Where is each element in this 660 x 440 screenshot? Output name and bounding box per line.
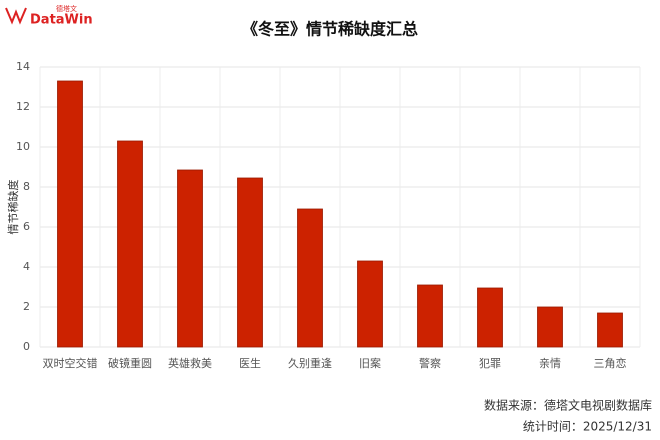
bar bbox=[417, 284, 443, 348]
y-tick-label: 10 bbox=[16, 140, 30, 153]
y-tick-label: 14 bbox=[16, 60, 30, 73]
x-tick-label: 双时空交错 bbox=[43, 356, 98, 370]
x-tick-label: 亲情 bbox=[539, 356, 561, 370]
x-tick-label: 三角恋 bbox=[594, 356, 627, 370]
source-note: 数据来源：德塔文电视剧数据库 bbox=[484, 398, 652, 413]
x-tick-label: 医生 bbox=[239, 356, 261, 370]
chart-title: 《冬至》情节稀缺度汇总 bbox=[242, 20, 418, 39]
y-tick-label: 0 bbox=[23, 340, 30, 353]
y-tick-label: 12 bbox=[16, 100, 30, 113]
bar bbox=[57, 80, 83, 348]
bar bbox=[117, 140, 143, 348]
y-tick-label: 8 bbox=[23, 180, 30, 193]
logo-mark bbox=[5, 7, 27, 25]
logo-cn: 德塔文 bbox=[56, 4, 77, 13]
bar bbox=[237, 177, 263, 348]
x-tick-label: 破镜重圆 bbox=[108, 356, 152, 370]
y-tick-label: 4 bbox=[23, 260, 30, 273]
bar bbox=[357, 260, 383, 348]
x-tick-label: 英雄救美 bbox=[168, 356, 212, 370]
bar bbox=[597, 312, 623, 348]
bar bbox=[477, 287, 503, 348]
x-tick-label: 久别重逢 bbox=[288, 356, 332, 370]
bar bbox=[297, 208, 323, 348]
x-tick-label: 犯罪 bbox=[479, 357, 501, 370]
bar bbox=[177, 169, 203, 348]
y-tick-label: 6 bbox=[23, 220, 30, 233]
x-tick-label: 警察 bbox=[419, 356, 441, 370]
x-tick-label: 旧案 bbox=[359, 356, 381, 370]
bar bbox=[537, 306, 563, 348]
y-axis-label: 情节稀缺度 bbox=[6, 180, 20, 235]
logo-name: DataWin bbox=[30, 13, 93, 28]
date-note: 统计时间：2025/12/31 bbox=[523, 420, 652, 434]
y-tick-label: 2 bbox=[23, 300, 30, 313]
